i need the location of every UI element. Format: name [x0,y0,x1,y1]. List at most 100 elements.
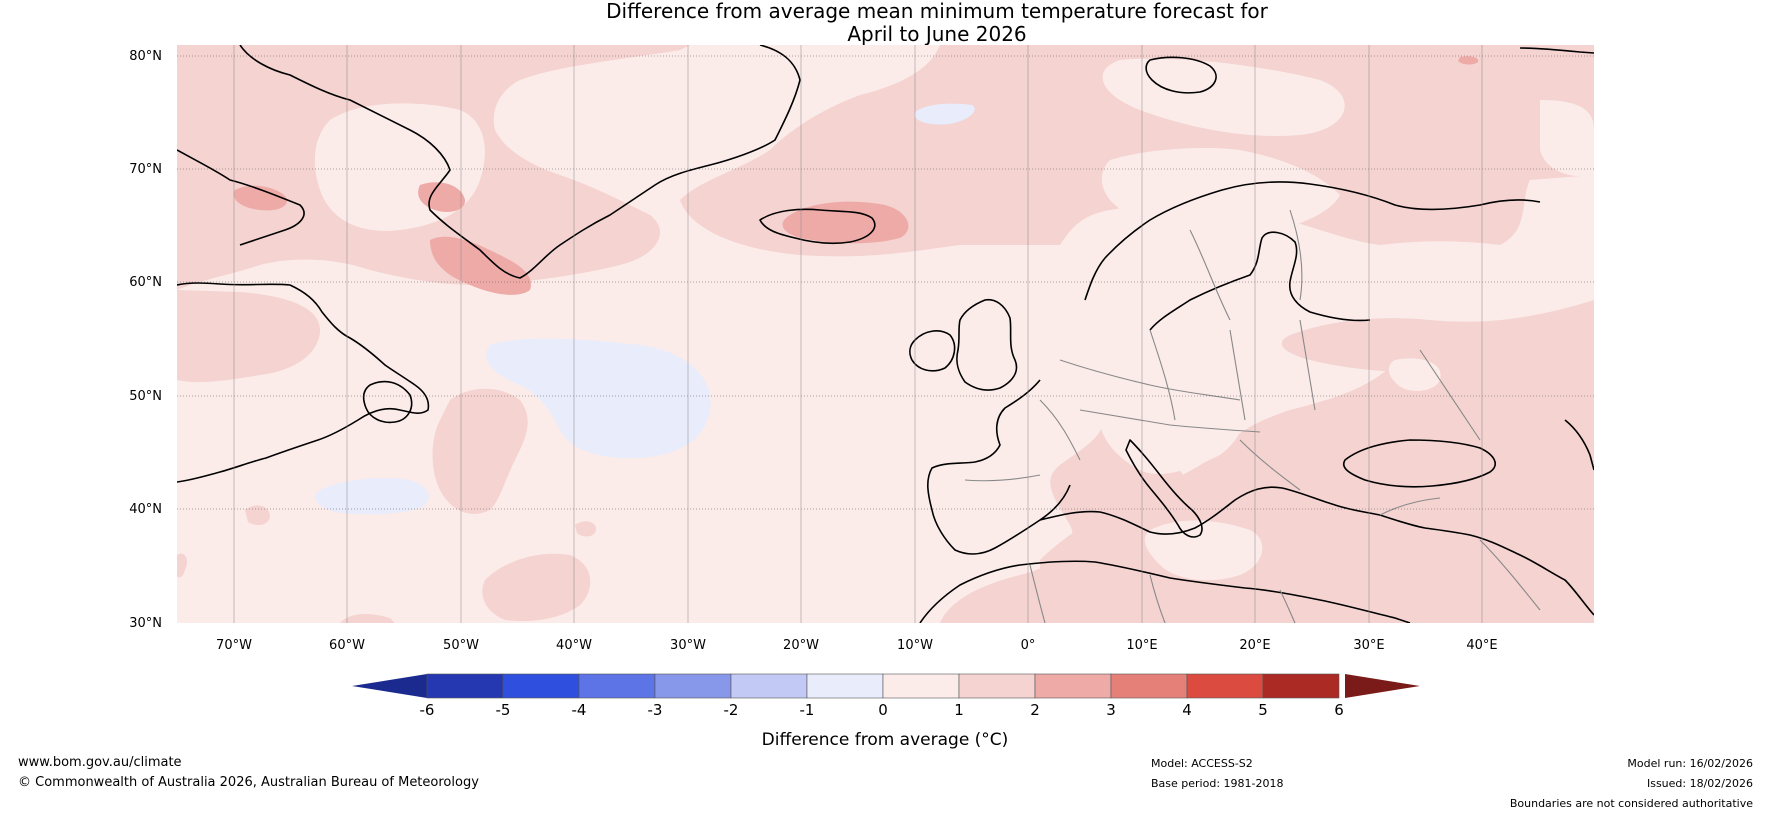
anomaly-neg-west-atlantic [315,478,429,515]
colorbar-tick-label: -5 [496,701,511,719]
colorbar-tick-label: -2 [724,701,739,719]
border-north-africa-3 [1279,589,1296,623]
anomaly-1-2-islet-3 [340,613,395,623]
labrador-quebec-coast [177,282,430,483]
colorbar-tick-label: 4 [1182,701,1192,719]
chart-title: Difference from average mean minimum tem… [230,0,1644,46]
italy-coast [1125,439,1203,538]
anomaly-0-1-europe-pocket [1388,358,1441,392]
lon-label-60w: 60°W [329,638,365,653]
colorbar-segment [1262,673,1340,699]
lon-label-40e: 40°E [1466,638,1497,653]
novaya-zemlya-coast [1519,47,1594,54]
france-iberia-coast [927,379,1071,555]
north-africa-coast [919,560,1411,623]
lat-label-50n: 50°N [129,389,162,404]
lon-label-70w: 70°W [216,638,252,653]
colorbar-tick-label: 6 [1334,701,1344,719]
anomaly-1-2-islet [245,505,270,526]
colorbar-tick-label: 2 [1030,701,1040,719]
colorbar-segment [426,673,504,699]
border-central-europe-4 [1229,329,1246,421]
mediterranean-coast [1039,486,1594,616]
anomaly-0-1-italy-balkans [1100,398,1241,475]
country-borders [964,209,1541,623]
border-central-europe-2 [1079,409,1261,433]
svalbard-coast [1145,56,1217,94]
colorbar-segment [730,673,808,699]
anomaly-1-2-islet-2 [575,521,597,537]
anomaly-2-3-greenland-south [430,236,531,295]
gridlines [177,55,1594,510]
colorbar-tick-label: -1 [800,701,815,719]
lon-label-50w: 50°W [443,638,479,653]
lat-label-80n: 80°N [129,49,162,64]
lat-label-40n: 40°N [129,502,162,517]
colorbar-segment [806,673,884,699]
map-area [177,45,1594,623]
issued-text: Issued: 18/02/2026 [1646,777,1753,790]
website-link[interactable]: www.bom.gov.au/climate [18,755,182,770]
lon-label-30w: 30°W [670,638,706,653]
base-period-text: Base period: 1981-2018 [1151,777,1284,790]
colorbar-segment [502,673,580,699]
anomaly-1-2-subtropical-atlantic [482,553,591,622]
lat-label-60n: 60°N [129,275,162,290]
anomaly-0-1-north-pocket [1102,58,1345,136]
colorbar-segment [578,673,656,699]
canada-arctic-coast [177,149,305,246]
latitude-labels: 80°N 70°N 60°N 50°N 40°N 30°N [129,49,162,631]
colorbar-segment [958,673,1036,699]
colorbar-tick-label: -6 [420,701,435,719]
anomaly-2-3-iceland [782,201,909,244]
title-line-1: Difference from average mean minimum tem… [606,0,1268,23]
lat-label-70n: 70°N [129,162,162,177]
anomaly-2-3-arctic-spot [1458,56,1479,65]
colorbar-segment [1034,673,1112,699]
coastlines [177,45,1594,623]
anomaly-1-2-mid-atlantic [432,388,528,514]
border-central-europe-3 [1149,329,1176,421]
black-sea-coast [1343,439,1496,488]
lon-label-10w: 10°W [897,638,933,653]
ireland-coast [909,330,956,372]
border-turkey [1379,497,1441,516]
colorbar-segment [1110,673,1188,699]
anomaly-0-1-north-africa-pocket [1144,520,1263,581]
anomaly-neg-mid-atlantic [486,338,711,459]
anomaly-2-3-greenland-east [418,182,466,212]
model-text: Model: ACCESS-S2 [1151,757,1253,770]
colorbar-tick-label: -3 [648,701,663,719]
longitude-labels: 70°W 60°W 50°W 40°W 30°W 20°W 10°W 0° 10… [216,638,1498,653]
disclaimer-text: Boundaries are not considered authoritat… [1509,797,1753,810]
colorbar-segment [1186,673,1264,699]
colorbar-tick-label: 3 [1106,701,1116,719]
border-north-africa-2 [1149,574,1166,623]
lon-label-20w: 20°W [783,638,819,653]
scandinavia-coast [1084,181,1541,301]
anomaly-1-2-canada-west [177,290,320,383]
lat-label-30n: 30°N [129,616,162,631]
border-russia-east [1419,349,1481,441]
uk-coast [956,298,1018,391]
border-finland-russia [1289,209,1303,301]
border-north-africa-1 [1029,564,1046,623]
iceland-coast [759,208,876,245]
border-scandinavia [1189,229,1231,321]
colorbar-tick-label: 1 [954,701,964,719]
colorbar-right-extend-arrow [1345,674,1420,698]
meridians [233,45,1483,623]
title-line-2: April to June 2026 [847,22,1027,46]
border-france [1039,399,1081,461]
copyright-text: © Commonwealth of Australia 2026, Austra… [18,775,479,790]
greenland-coast [239,45,801,279]
anomaly-neg-arctic-pocket [914,103,975,125]
lon-label-40w: 40°W [556,638,592,653]
colorbar-tick-label: 0 [878,701,888,719]
colorbar-segment [882,673,960,699]
lon-label-10e: 10°E [1126,638,1157,653]
colorbar-left-extend-arrow [352,674,427,698]
colorbar-tick-label: 5 [1258,701,1268,719]
model-run-text: Model run: 16/02/2026 [1627,757,1753,770]
